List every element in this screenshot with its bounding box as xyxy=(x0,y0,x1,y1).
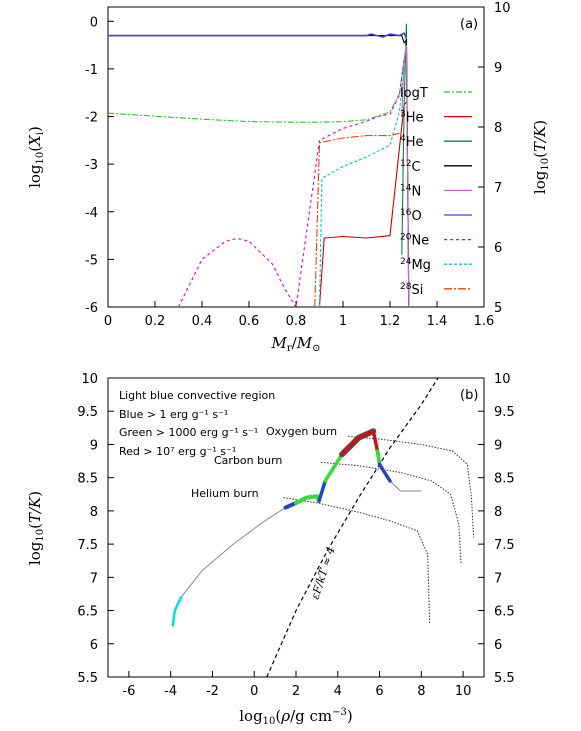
y-axis-label-a: log10(Xi) xyxy=(26,126,46,188)
panel-label-a: (a) xyxy=(460,17,478,32)
y2-tick-label-a: 5 xyxy=(494,301,502,316)
series-line-16O xyxy=(108,32,408,39)
y2-tick-label-b: 6.5 xyxy=(494,605,515,620)
track-convective-start xyxy=(171,596,183,627)
y2-tick-label-b: 8 xyxy=(494,505,502,520)
y-tick-label-b: 6 xyxy=(90,638,98,653)
burning-line-oxygen-burn xyxy=(348,436,475,538)
x-tick-label-a: 1.6 xyxy=(474,314,495,329)
y2-tick-label-a: 9 xyxy=(494,61,502,76)
y2-tick-label-a: 6 xyxy=(494,241,502,256)
x-tick-label-a: 0 xyxy=(104,314,112,329)
y-tick-label-a: -3 xyxy=(85,158,98,173)
x-tick-label-b: 8 xyxy=(417,684,425,699)
y-tick-label-b: 8.5 xyxy=(77,472,98,487)
legend-label-20Ne: 20Ne xyxy=(400,233,429,249)
y2-tick-label-a: 8 xyxy=(494,121,502,136)
plot-frame-b xyxy=(107,377,485,678)
x-tick-label-a: 1.4 xyxy=(427,314,448,329)
x-tick-label-b: 10 xyxy=(455,684,472,699)
y-tick-label-a: -5 xyxy=(85,253,98,268)
annotation-red: Red > 10⁷ erg g⁻¹ s⁻¹ xyxy=(119,445,236,458)
track-blue-end xyxy=(377,462,392,483)
legend-label-14N: 14N xyxy=(400,183,421,199)
y-tick-label-b: 8 xyxy=(90,505,98,520)
y2-tick-label-b: 7.5 xyxy=(494,538,515,553)
x-tick-label-b: -2 xyxy=(206,684,219,699)
panel-a: 0 0.2 0.4 0.6 0.8 1 1.2 1.4 1.6 0 -1 -2 -3 -4 -5 -6 10 9 8… xyxy=(26,1,551,354)
x-tick-label-a: 0.8 xyxy=(286,314,307,329)
annotation-blue: Blue > 1 erg g⁻¹ s⁻¹ xyxy=(119,408,228,421)
y-axis-label-b: log10(T/K) xyxy=(26,491,46,565)
track-blue-mid xyxy=(317,479,327,503)
y-tick-label-b: 10 xyxy=(81,372,98,387)
y2-axis-label-a: log10(T/K) xyxy=(531,120,551,194)
y2-tick-label-a: 10 xyxy=(494,1,511,16)
series-line-28Si xyxy=(314,132,400,308)
legend-label-16O: 16O xyxy=(400,208,422,224)
y2-tick-label-a: 7 xyxy=(494,181,502,196)
burning-line-carbon-burn xyxy=(321,461,462,565)
y2-tick-label-b: 9 xyxy=(494,438,502,453)
y2-tick-label-b: 7 xyxy=(494,571,502,586)
y-tick-label-b: 5.5 xyxy=(77,671,98,686)
x-tick-label-a: 1 xyxy=(339,314,347,329)
x-axis-label-b: log10(ρ/g cm−3) xyxy=(239,707,353,727)
annotation-carbon-burn: Carbon burn xyxy=(214,454,282,467)
y-tick-label-a: 0 xyxy=(90,15,98,30)
burning-line-helium-burn xyxy=(283,497,431,624)
x-tick-label-a: 0.4 xyxy=(192,314,213,329)
legend-label-28Si: 28Si xyxy=(400,282,423,298)
panel-b: -6 -4 -2 0 2 4 6 8 10 10 10 9.5 9.5 9 9 8.5 8.5 8 8 7.5 7.5 7… xyxy=(26,372,515,727)
y-tick-label-b: 6.5 xyxy=(77,605,98,620)
annotation-green: Green > 1000 erg g⁻¹ s⁻¹ xyxy=(119,426,258,439)
y-tick-label-a: -6 xyxy=(85,301,98,316)
series-line-12C xyxy=(108,35,410,308)
y2-tick-label-b: 8.5 xyxy=(494,472,515,487)
series-line-24Mg xyxy=(318,68,405,308)
track-green-turn xyxy=(375,449,382,467)
legend-label-12C: 12C xyxy=(400,159,421,175)
x-tick-label-a: 1.2 xyxy=(380,314,401,329)
y2-tick-label-b: 9.5 xyxy=(494,405,515,420)
annotation-oxygen-burn: Oxygen burn xyxy=(266,425,337,438)
x-tick-label-b: -6 xyxy=(122,684,135,699)
legend-label-3He: 3He xyxy=(400,110,424,126)
series-line-logT xyxy=(107,54,407,123)
y-tick-label-b: 7 xyxy=(90,571,98,586)
annotation-convective: Light blue convective region xyxy=(119,389,275,402)
x-axis-label-a: Mr/M⊙ xyxy=(271,334,321,354)
degeneracy-line xyxy=(266,377,439,678)
y-tick-label-b: 9.5 xyxy=(77,405,98,420)
annotation-degeneracy: εF/kT ≈ 4 xyxy=(308,545,337,601)
series-line-20Ne xyxy=(178,59,405,309)
legend-label-4He: 4He xyxy=(400,134,424,150)
x-tick-label-b: 4 xyxy=(334,684,342,699)
y-tick-label-a: -1 xyxy=(85,63,98,78)
legend-label-24Mg: 24Mg xyxy=(400,257,431,273)
legend-label-logT: logT xyxy=(400,86,428,101)
track-red-core xyxy=(340,429,376,457)
x-tick-label-a: 0.6 xyxy=(239,314,260,329)
x-tick-label-b: -4 xyxy=(164,684,177,699)
y-tick-label-a: -4 xyxy=(85,206,98,221)
annotation-helium-burn: Helium burn xyxy=(191,487,259,500)
series-line-14N xyxy=(401,45,410,308)
y-tick-label-b: 9 xyxy=(90,438,98,453)
x-tick-label-b: 0 xyxy=(250,684,258,699)
track-green-mid xyxy=(323,452,344,483)
y2-tick-label-b: 10 xyxy=(494,372,511,387)
evolution-track xyxy=(172,430,422,626)
y-tick-label-a: -2 xyxy=(85,111,98,126)
x-tick-label-b: 6 xyxy=(375,684,383,699)
y2-tick-label-b: 5.5 xyxy=(494,671,515,686)
y-tick-label-b: 7.5 xyxy=(77,538,98,553)
x-tick-label-a: 0.2 xyxy=(145,314,166,329)
x-tick-label-b: 2 xyxy=(292,684,300,699)
panel-label-b: (b) xyxy=(460,388,478,403)
legend-a: logT 3He 4He 12C 14N 16O 20Ne 24Mg 28Si xyxy=(400,86,472,298)
y2-tick-label-b: 6 xyxy=(494,638,502,653)
